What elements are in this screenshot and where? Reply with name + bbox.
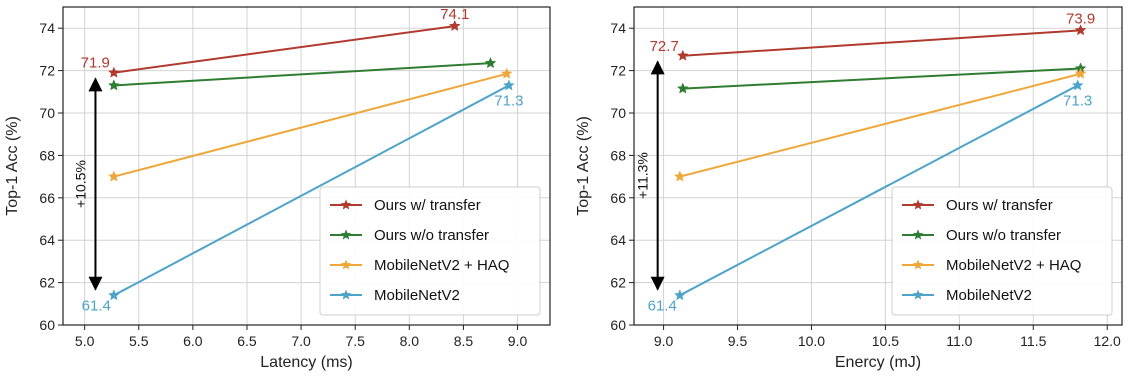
- energy-data-label-2: 71.3: [1063, 92, 1092, 109]
- latency-legend-label-3: MobileNetV2: [374, 287, 460, 304]
- latency-series-2-point-0: [108, 170, 120, 182]
- latency-ytick-label-0: 60: [39, 317, 55, 333]
- energy-y-axis-label: Top-1 Acc (%): [575, 116, 592, 216]
- latency-legend-label-2: MobileNetV2 + HAQ: [374, 257, 509, 274]
- energy-series-0-point-1: [1074, 24, 1087, 36]
- energy-legend-label-2: MobileNetV2 + HAQ: [946, 257, 1081, 274]
- energy-x-axis-label: Enercy (mJ): [835, 354, 921, 371]
- latency-annotation-label: +10.5%: [72, 160, 88, 208]
- energy-ytick-label-0: 60: [610, 317, 626, 333]
- energy-legend-label-3: MobileNetV2: [946, 287, 1032, 304]
- latency-ytick-label-7: 74: [39, 20, 55, 36]
- latency-series-line-0: [113, 25, 455, 74]
- latency-series-line-2: [113, 72, 507, 178]
- latency-legend: [319, 186, 541, 316]
- latency-series-line-1: [113, 62, 491, 87]
- latency-xtick-label-6: 8.0: [400, 333, 420, 349]
- energy-series-1-point-0: [676, 82, 689, 94]
- energy-xtick-label-3: 10.5: [872, 333, 899, 349]
- latency-ytick-label-1: 62: [39, 275, 55, 291]
- latency-data-label-0: 74.1: [440, 6, 469, 23]
- energy-series-2-point-0: [673, 170, 686, 182]
- energy-ytick-label-4: 68: [610, 147, 626, 163]
- latency-ytick-label-2: 64: [39, 232, 55, 248]
- energy-xtick-label-6: 12.0: [1094, 333, 1121, 349]
- latency-legend-marker-2: [340, 259, 352, 270]
- energy-series-line-1: [682, 67, 1081, 90]
- latency-xtick-label-7: 8.5: [454, 333, 474, 349]
- latency-frame: [62, 6, 551, 326]
- latency-data-label-1: 71.9: [81, 55, 110, 72]
- energy-data-label-1: 72.7: [650, 38, 679, 55]
- latency-legend-marker-1: [340, 229, 352, 240]
- energy-xtick-label-2: 10.0: [798, 333, 825, 349]
- energy-legend-label-0: Ours w/ transfer: [946, 197, 1053, 214]
- energy-ytick-label-2: 64: [610, 232, 626, 248]
- latency-series-2-point-1: [500, 67, 513, 79]
- energy-series-2-point-1: [1074, 67, 1087, 79]
- latency-xtick-label-3: 6.5: [237, 333, 257, 349]
- energy-legend-marker-2: [912, 259, 924, 270]
- latency-series-3-point-0: [108, 289, 120, 301]
- energy-data-label-3: 61.4: [648, 297, 677, 314]
- latency-ytick-label-4: 68: [39, 147, 55, 163]
- latency-series-0-point-0: [108, 66, 120, 78]
- latency-xtick-label-5: 7.5: [345, 333, 365, 349]
- energy-legend-marker-0: [912, 199, 924, 210]
- latency-series-0-point-1: [448, 19, 461, 32]
- energy-series-line-3: [679, 84, 1079, 297]
- latency-x-axis-label: Latency (ms): [260, 354, 352, 371]
- energy-ytick-label-1: 62: [610, 275, 626, 291]
- latency-xtick-label-2: 6.0: [183, 333, 203, 349]
- energy-ytick-label-3: 66: [610, 190, 626, 206]
- latency-data-label-2: 71.3: [494, 92, 523, 109]
- latency-ytick-label-6: 72: [39, 63, 55, 79]
- latency-chart: 5.0 5.5 6.0 6.5 7.0 7.5 8.0 8.5 9.0 60 62 64 66 68 70 7…: [4, 6, 551, 371]
- energy-legend: [891, 186, 1113, 316]
- energy-xtick-label-4: 11.0: [946, 333, 972, 349]
- energy-series-0-point-0: [676, 49, 689, 61]
- latency-legend-marker-3: [340, 289, 352, 300]
- energy-legend-label-1: Ours w/o transfer: [946, 227, 1061, 244]
- energy-legend-marker-1: [912, 229, 924, 240]
- energy-ytick-label-6: 72: [610, 63, 626, 79]
- energy-legend-marker-3: [912, 289, 924, 300]
- energy-frame: [633, 6, 1123, 326]
- latency-xtick-label-0: 5.0: [75, 333, 95, 349]
- latency-series-line-3: [113, 84, 510, 297]
- latency-y-axis-label: Top-1 Acc (%): [4, 116, 21, 216]
- energy-chart: 9.0 9.5 10.0 10.5 11.0 11.5 12.0 60 62 64 66 68 70 72…: [575, 6, 1123, 371]
- energy-xtick-label-5: 11.5: [1020, 333, 1046, 349]
- latency-ytick-label-3: 66: [39, 190, 55, 206]
- energy-annotation-label: +11.3%: [635, 152, 651, 199]
- energy-series-line-2: [679, 72, 1081, 178]
- latency-xtick-label-8: 9.0: [508, 333, 528, 349]
- energy-data-label-0: 73.9: [1066, 10, 1095, 27]
- latency-data-label-3: 61.4: [82, 297, 111, 314]
- latency-xtick-label-4: 7.0: [291, 333, 311, 349]
- energy-ytick-label-5: 70: [610, 105, 626, 121]
- latency-legend-label-0: Ours w/ transfer: [374, 197, 481, 214]
- energy-xtick-label-1: 9.5: [728, 333, 748, 349]
- energy-ytick-label-7: 74: [610, 20, 626, 36]
- latency-series-1-point-0: [108, 79, 120, 91]
- latency-legend-label-1: Ours w/o transfer: [374, 227, 489, 244]
- energy-series-3-point-1: [1071, 79, 1084, 91]
- energy-xtick-label-0: 9.0: [654, 333, 674, 349]
- latency-series-3-point-1: [503, 79, 515, 91]
- latency-series-1-point-1: [484, 57, 497, 69]
- energy-series-3-point-0: [673, 289, 686, 301]
- latency-xtick-label-1: 5.5: [129, 333, 149, 349]
- latency-legend-marker-0: [340, 199, 352, 210]
- energy-series-line-0: [682, 29, 1081, 57]
- latency-ytick-label-5: 70: [39, 105, 55, 121]
